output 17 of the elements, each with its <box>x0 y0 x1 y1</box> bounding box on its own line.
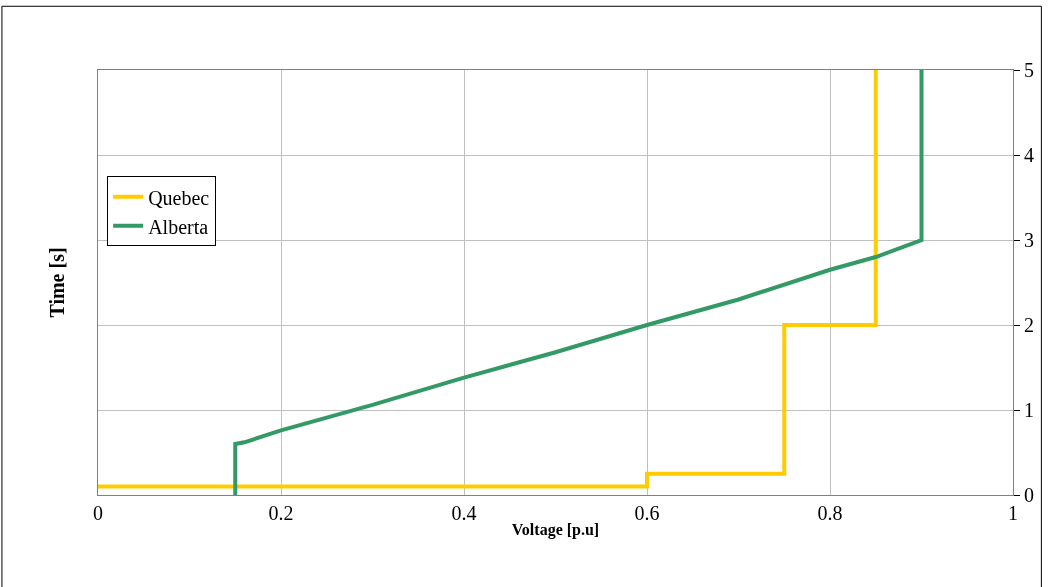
line-series <box>233 70 924 495</box>
y-tick-label: 0 <box>1024 484 1034 506</box>
x-tick-label: 0 <box>93 502 103 524</box>
y-tick-label: 2 <box>1024 314 1034 336</box>
legend-label: Quebec <box>148 186 210 209</box>
x-tick-label: 0.8 <box>817 502 843 524</box>
x-tick-label: 1 <box>1008 502 1018 524</box>
x-tick-label: 0.2 <box>268 502 294 524</box>
y-tick-label: 3 <box>1024 229 1034 251</box>
y-tick-label: 1 <box>1024 399 1034 421</box>
y-tick-label: 5 <box>1024 59 1034 81</box>
x-axis-title: Voltage [p.u] <box>511 520 600 539</box>
legend-label: Alberta <box>148 215 209 238</box>
x-tick-label: 0.6 <box>634 502 660 524</box>
y-tick-label: 4 <box>1024 144 1034 166</box>
y-axis-title: Time [s] <box>45 247 68 318</box>
x-tick-label: 0.4 <box>451 502 477 524</box>
